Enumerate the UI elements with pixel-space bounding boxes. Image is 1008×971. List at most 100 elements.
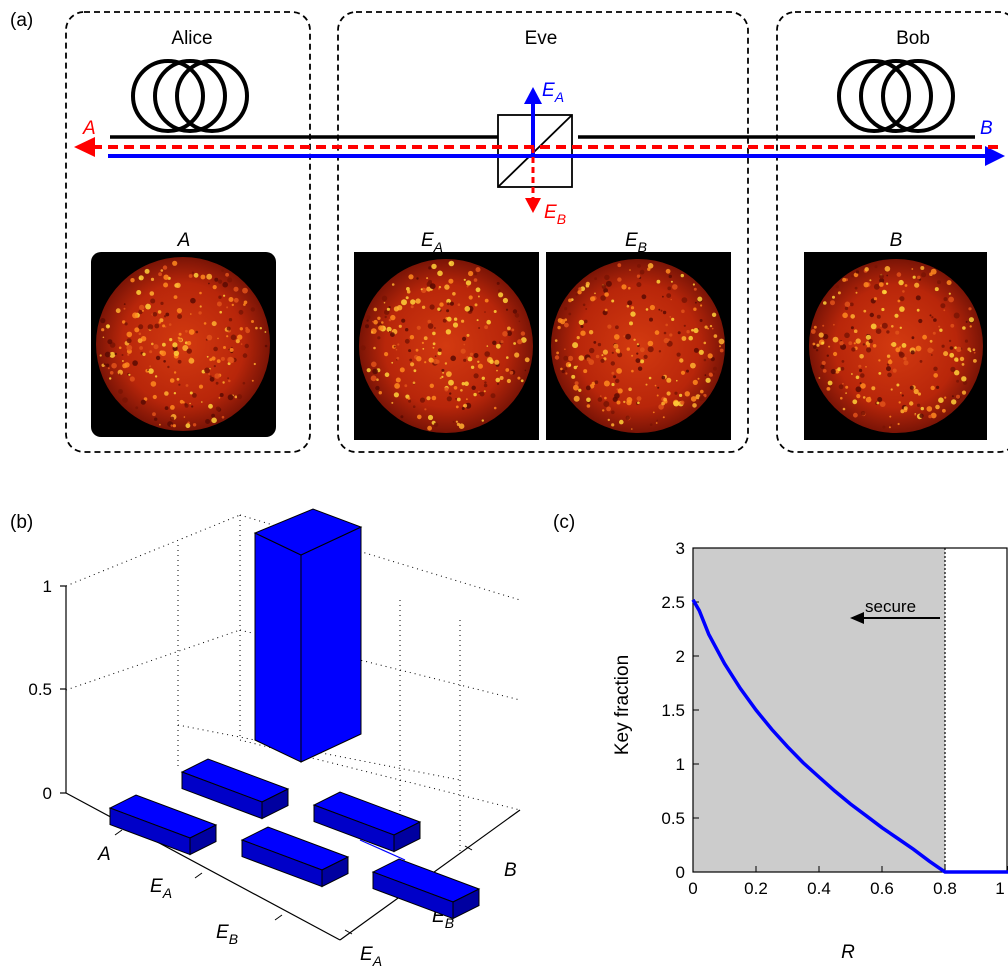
speckle-dot [193, 272, 199, 278]
speckle-dot [633, 338, 636, 341]
speckle-dot [692, 379, 698, 385]
speckle-dot [629, 269, 631, 271]
speckle-dot [126, 344, 133, 351]
bars-3d [108, 508, 481, 920]
speckle-dot [447, 302, 450, 306]
speckle-dot [484, 298, 489, 303]
speckle-dot [568, 363, 572, 367]
bar-face [261, 788, 289, 820]
speckle-dot [126, 338, 132, 344]
speckle-dot [617, 350, 621, 354]
speckle-dot [405, 328, 409, 332]
speckle-dot [937, 280, 941, 285]
speckle-dot [647, 346, 654, 353]
speckle-dot [876, 401, 880, 405]
speckle-dot [574, 381, 579, 386]
speckle-dot [909, 401, 914, 406]
speckle-dot [631, 428, 633, 430]
speckle-dot [192, 393, 197, 398]
speckle-dot [218, 396, 221, 399]
speckle-dot [432, 331, 436, 336]
speckle-image-b [804, 252, 987, 440]
speckle-dot [881, 322, 888, 329]
speckle-dot [502, 331, 508, 337]
speckle-dot [460, 348, 466, 354]
speckle-dot [903, 360, 909, 366]
speckle-dot [433, 422, 439, 428]
speckle-dot [916, 308, 920, 312]
speckle-dot [185, 384, 189, 387]
speckle-dot [962, 326, 966, 330]
speckle-dot [855, 291, 858, 294]
speckle-dot [373, 346, 376, 350]
speckle-dot [903, 356, 907, 361]
speckle-dot [423, 336, 428, 341]
alice-title: Alice [171, 28, 212, 49]
speckle-dot [899, 392, 902, 394]
speckle-dot [828, 345, 831, 348]
speckle-dot [892, 368, 897, 373]
speckle-dot [879, 278, 885, 284]
speckle-dot [128, 373, 131, 376]
speckle-dot [859, 368, 863, 373]
speckle-dot [129, 376, 135, 382]
speckle-dot [862, 343, 866, 346]
speckle-dot [703, 341, 707, 345]
speckle-dot [212, 285, 217, 290]
speckle-dot [854, 286, 858, 290]
speckle-dot [410, 305, 414, 309]
speckle-dot [832, 295, 835, 299]
speckle-dot [910, 350, 915, 355]
speckle-dot [897, 422, 900, 426]
speckle-dot [439, 377, 442, 380]
speckle-dot [185, 423, 191, 429]
speckle-dot [234, 395, 238, 399]
speckle-dot [444, 362, 448, 365]
speckle-dot [948, 339, 952, 343]
speckle-dot [211, 417, 217, 424]
speckle-dot [470, 365, 475, 369]
speckle-dot [564, 348, 566, 351]
speckle-dot [973, 359, 977, 363]
speckle-dot [878, 359, 881, 362]
speckle-dot [625, 415, 630, 420]
speckle-dot [465, 402, 472, 409]
speckle-dot [968, 307, 972, 311]
speckle-dot [660, 309, 663, 312]
speckle-dot [917, 392, 922, 396]
speckle-dot [199, 305, 202, 308]
speckle-dot [600, 295, 606, 301]
speckle-dot [438, 285, 442, 289]
speckle-dot [511, 328, 515, 332]
bar-a-e_a [108, 794, 218, 856]
speckle-dot [637, 401, 640, 405]
panel-c-label: (c) [553, 512, 575, 533]
speckle-dot [898, 279, 904, 286]
bar-e_b-b [371, 858, 481, 920]
speckle-dot [437, 270, 443, 277]
speckle-dot [184, 403, 189, 408]
speckle-dot [189, 402, 191, 405]
speckle-dot [580, 330, 586, 336]
speckle-dot [188, 274, 193, 278]
speckle-dot [873, 283, 880, 290]
speckle-dot [216, 359, 221, 363]
speckle-dot [524, 369, 527, 372]
speckle-dot [242, 287, 248, 294]
speckle-dot [237, 334, 243, 340]
speckle-dot [645, 308, 649, 311]
speckle-dot [600, 395, 602, 397]
speckle-dot [962, 380, 968, 385]
speckle-dot [842, 312, 848, 319]
speckle-dot [709, 324, 713, 328]
speckle-dot [228, 318, 233, 322]
speckle-dot [913, 388, 919, 395]
speckle-dot [933, 366, 938, 371]
speckle-dot [656, 394, 659, 397]
speckle-dot [631, 354, 634, 357]
speckle-dot [954, 357, 959, 362]
speckle-dot [476, 319, 479, 322]
speckle-dot [869, 312, 874, 318]
speckle-dot [381, 295, 388, 301]
speckle-dot [142, 352, 146, 356]
